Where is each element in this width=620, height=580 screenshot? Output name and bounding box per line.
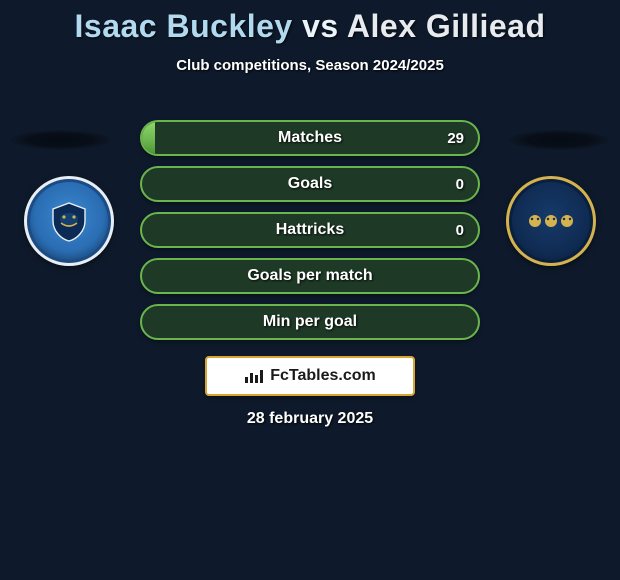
stat-label: Matches xyxy=(142,122,478,154)
subtitle: Club competitions, Season 2024/2025 xyxy=(0,57,620,74)
stat-bar-hattricks: Hattricks 0 xyxy=(140,212,480,248)
stat-right-value: 0 xyxy=(456,214,464,246)
stat-right-value: 0 xyxy=(456,168,464,200)
vs-label: vs xyxy=(302,8,339,44)
stat-right-value: 29 xyxy=(447,122,464,154)
stat-label: Goals per match xyxy=(142,260,478,292)
brand-text: FcTables.com xyxy=(270,367,376,385)
shield-icon xyxy=(47,199,91,243)
shrewsbury-town-crest xyxy=(506,176,596,266)
player1-shadow-ellipse xyxy=(10,130,112,150)
lions-icon xyxy=(523,203,579,239)
brand-box: FcTables.com xyxy=(205,356,415,396)
stat-bar-matches: Matches 29 xyxy=(140,120,480,156)
page-title: Isaac Buckley vs Alex Gilliead xyxy=(0,8,620,45)
stat-bar-min-per-goal: Min per goal xyxy=(140,304,480,340)
stat-label: Goals xyxy=(142,168,478,200)
stat-label: Hattricks xyxy=(142,214,478,246)
player1-name: Isaac Buckley xyxy=(75,8,293,44)
brand: FcTables.com xyxy=(244,367,376,385)
player2-shadow-ellipse xyxy=(508,130,610,150)
stat-bars: Matches 29 Goals 0 Hattricks 0 Goals per… xyxy=(140,120,480,350)
stat-bar-goals: Goals 0 xyxy=(140,166,480,202)
bar-chart-icon xyxy=(244,368,264,384)
comparison-infographic: Isaac Buckley vs Alex Gilliead Club comp… xyxy=(0,0,620,580)
date-line: 28 february 2025 xyxy=(0,410,620,428)
title-row: Isaac Buckley vs Alex Gilliead xyxy=(0,0,620,45)
stat-bar-goals-per-match: Goals per match xyxy=(140,258,480,294)
player2-name: Alex Gilliead xyxy=(347,8,546,44)
stat-label: Min per goal xyxy=(142,306,478,338)
peterborough-united-crest xyxy=(24,176,114,266)
